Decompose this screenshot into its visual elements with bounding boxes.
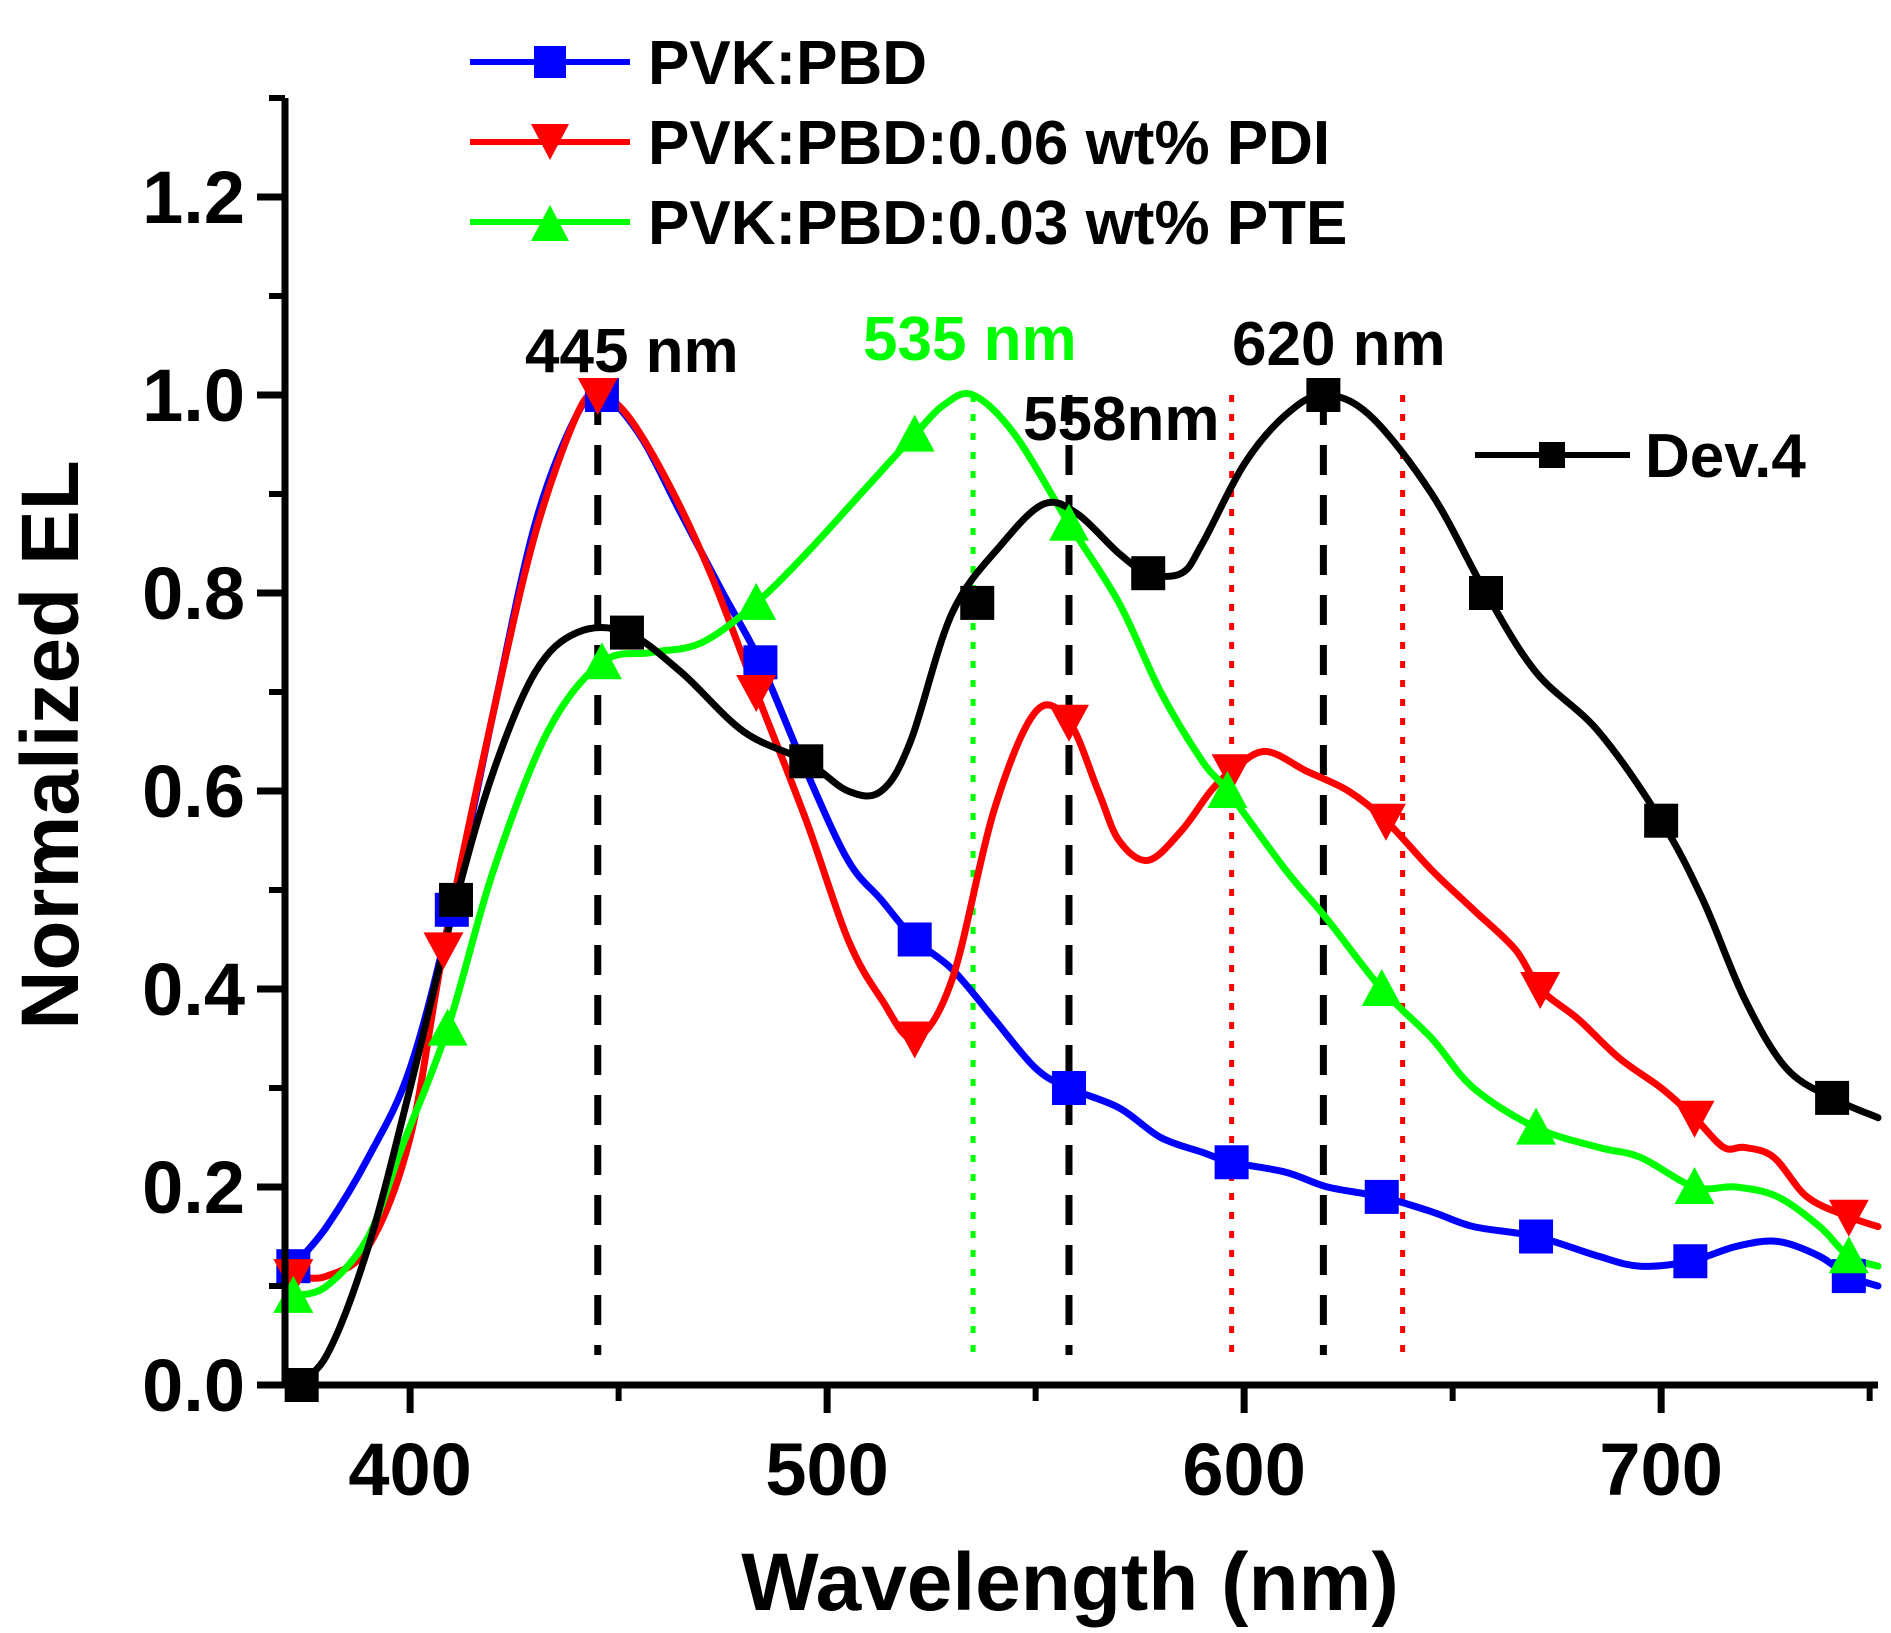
y-axis-title: Normalized EL	[5, 460, 96, 1030]
y-tick-label-1.2: 1.2	[142, 156, 245, 239]
legend-marker-pdi	[531, 124, 569, 160]
data-point-pvk-pbd-670	[1519, 1219, 1554, 1254]
x-tick-label-600: 600	[1182, 1428, 1305, 1511]
y-tick-label-0.4: 0.4	[142, 948, 245, 1031]
legend: PVK:PBD PVK:PBD:0.06 wt% PDI PVK:PBD:0.0…	[470, 29, 1806, 491]
data-point-pvk-pbd-0-06-wt-pdi-408	[423, 932, 464, 970]
data-point-dev-4-495	[789, 744, 824, 779]
legend-item-dev4: Dev.4	[1475, 422, 1806, 491]
ticks: 0.0 0.2 0.4 0.6 0.8 1.0 1.2 400 500 600 700	[142, 95, 1873, 1511]
data-point-dev-4-577	[1131, 556, 1166, 591]
legend-label-dev4: Dev.4	[1645, 422, 1806, 491]
data-point-dev-4-700	[1644, 803, 1679, 838]
reference-lines	[594, 395, 1406, 1355]
data-point-pvk-pbd-0-06-wt-pdi-634	[1365, 803, 1406, 841]
y-tick-label-0.6: 0.6	[142, 750, 245, 833]
legend-marker-pte	[531, 205, 569, 241]
y-tick-label-0.2: 0.2	[142, 1146, 245, 1229]
legend-label-pte: PVK:PBD:0.03 wt% PTE	[648, 189, 1347, 258]
data-point-dev-4-741	[1815, 1080, 1850, 1115]
data-point-pvk-pbd-0-06-wt-pdi-708	[1674, 1100, 1715, 1138]
legend-item-pdi: PVK:PBD:0.06 wt% PDI	[470, 109, 1330, 178]
data-point-pvk-pbd-0-03-wt-pte-633	[1361, 969, 1402, 1006]
x-tick-label-500: 500	[765, 1428, 888, 1511]
data-point-dev-4-411	[438, 882, 473, 917]
data-point-pvk-pbd-0-03-wt-pte-596	[1207, 771, 1248, 808]
data-point-pvk-pbd-0-06-wt-pdi-671	[1520, 972, 1561, 1009]
data-point-pvk-pbd-633	[1364, 1179, 1399, 1214]
data-point-pvk-pbd-597	[1214, 1145, 1249, 1180]
legend-item-pvk-pbd: PVK:PBD	[470, 29, 927, 98]
data-point-pvk-pbd-0-03-wt-pte-745	[1828, 1236, 1869, 1274]
legend-marker-pvk-pbd	[534, 46, 566, 78]
annotation-558nm: 558nm	[1023, 385, 1219, 454]
data-point-dev-4-536	[960, 585, 995, 620]
x-tick-label-700: 700	[1599, 1428, 1722, 1511]
data-point-dev-4-619	[1306, 378, 1341, 412]
data-point-pvk-pbd-0-06-wt-pdi-597	[1211, 754, 1252, 792]
data-point-dev-4-658	[1469, 576, 1504, 610]
data-point-pvk-pbd-0-06-wt-pdi-745	[1828, 1199, 1869, 1237]
data-point-dev-4-452	[609, 615, 644, 650]
series-line-dev-4	[289, 391, 1882, 1389]
annotation-535nm: 535 nm	[863, 305, 1077, 374]
data-point-pvk-pbd-0-03-wt-pte-670	[1516, 1107, 1557, 1145]
series-lines	[289, 390, 1882, 1389]
data-point-pvk-pbd-0-06-wt-pdi-521	[894, 1021, 935, 1059]
x-axis-title: Wavelength (nm)	[741, 1537, 1399, 1628]
data-point-pvk-pbd-0-03-wt-pte-708	[1674, 1167, 1715, 1204]
legend-label-pdi: PVK:PBD:0.06 wt% PDI	[648, 109, 1330, 178]
data-point-pvk-pbd-0-06-wt-pdi-558	[1048, 704, 1089, 742]
legend-marker-dev4	[1539, 442, 1565, 468]
annotation-445nm: 445 nm	[525, 317, 739, 386]
annotation-620nm: 620 nm	[1232, 310, 1446, 379]
y-tick-label-0.0: 0.0	[142, 1344, 245, 1427]
y-tick-label-0.8: 0.8	[142, 552, 245, 635]
data-point-pvk-pbd-0-06-wt-pdi-445	[577, 378, 618, 415]
series-line-pvk-pbd-0-06-wt-pdi	[289, 391, 1882, 1282]
data-point-pvk-pbd-0-03-wt-pte-409	[427, 1008, 468, 1046]
y-tick-label-1.0: 1.0	[142, 354, 245, 437]
data-point-pvk-pbd-484	[743, 645, 778, 680]
data-point-pvk-pbd-0-03-wt-pte-558	[1048, 503, 1089, 541]
legend-label-pvk-pbd: PVK:PBD	[648, 29, 927, 98]
x-tick-label-400: 400	[348, 1428, 471, 1511]
axes	[281, 98, 1878, 1389]
data-point-pvk-pbd-0-06-wt-pdi-483	[736, 675, 777, 712]
data-point-pvk-pbd-0-03-wt-pte-446	[581, 642, 622, 680]
legend-item-pte: PVK:PBD:0.03 wt% PTE	[470, 189, 1347, 258]
data-point-pvk-pbd-0-03-wt-pte-483	[736, 582, 777, 620]
data-point-pvk-pbd-521	[897, 922, 932, 957]
data-point-pvk-pbd-0-03-wt-pte-521	[894, 414, 935, 452]
data-point-pvk-pbd-707	[1673, 1244, 1708, 1279]
data-point-pvk-pbd-558	[1051, 1071, 1086, 1105]
